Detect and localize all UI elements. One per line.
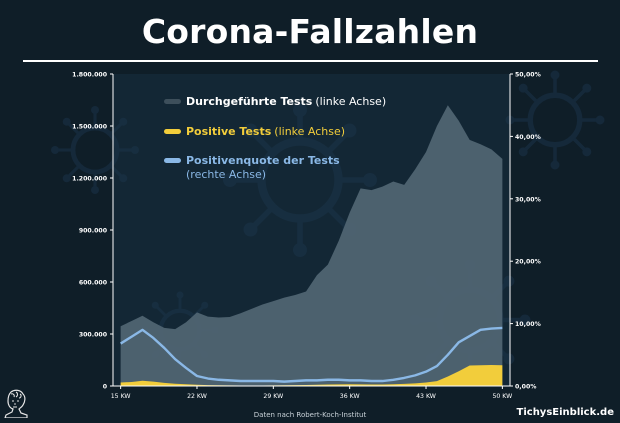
virus-spike-tip — [518, 147, 528, 157]
virus-spike-tip — [151, 301, 159, 309]
chart-marks — [119, 105, 503, 386]
legend-axis-note: (linke Achse) — [274, 125, 345, 138]
virus-spike-tip — [342, 123, 357, 138]
y-right-tick-label: 40,00% — [515, 134, 541, 141]
x-tick-label: 29 KW — [263, 393, 283, 400]
y-left-tick-label: 300.000 — [79, 332, 108, 339]
virus-spike-tip — [582, 83, 592, 93]
bust-logo-icon — [4, 389, 28, 418]
chart-axes: 0 300.000 600.000 900.000 1.200.000 1.500.000… — [72, 72, 541, 401]
legend-axis-note: (rechte Achse) — [186, 168, 266, 181]
virus-spike-tip — [91, 186, 99, 194]
virus-spike-tip — [243, 222, 258, 237]
y-right-tick-label: 30,00% — [515, 196, 541, 203]
y-right-tick-label: 10,00% — [515, 321, 541, 328]
y-right-tick-label: 20,00% — [515, 259, 541, 266]
virus-spike-tip — [550, 160, 560, 170]
virus-spike-tip — [595, 115, 605, 125]
y-left-tick-label: 600.000 — [79, 280, 108, 287]
virus-body — [257, 137, 343, 223]
y-left-tick-label: 1.500.000 — [72, 124, 108, 131]
virus-spike-tip — [201, 301, 209, 309]
legend-item: Positivenquote der Tests(rechte Achse) — [164, 154, 340, 181]
legend-swatch — [164, 99, 181, 104]
virus-spike-tip — [518, 83, 528, 93]
x-tick-label: 22 KW — [187, 393, 207, 400]
virus-decoration — [223, 103, 377, 257]
x-tick-label: 36 KW — [340, 393, 360, 400]
virus-spike-tip — [62, 174, 71, 183]
virus-spike-tip — [519, 314, 531, 326]
legend-series-name: Positivenquote der Tests — [186, 154, 340, 167]
virus-spike-tip — [503, 275, 515, 287]
virus-spike-tip — [582, 147, 592, 157]
virus-spike-tip — [91, 106, 99, 114]
virus-spike-tip — [293, 103, 307, 117]
legend-item: Positive Tests (linke Achse) — [164, 125, 345, 138]
legend-axis-note: (linke Achse) — [315, 95, 386, 108]
virus-decoration — [51, 106, 139, 194]
virus-spike-tip — [131, 146, 139, 154]
legend-label: Positive Tests (linke Achse) — [186, 125, 345, 138]
virus-spike-tip — [119, 117, 128, 126]
virus-spike-tip — [223, 173, 237, 187]
legend-series-name: Positive Tests — [186, 125, 272, 138]
virus-decoration — [505, 70, 605, 170]
legend-series-name: Durchgeführte Tests — [186, 95, 313, 108]
virus-body — [70, 125, 120, 175]
series-area-tests — [120, 105, 503, 386]
virus-spike-tip — [293, 243, 307, 257]
legend-item: Durchgeführte Tests (linke Achse) — [164, 95, 386, 108]
y-right-tick-label: 0,00% — [515, 384, 536, 391]
legend-label: Durchgeführte Tests (linke Achse) — [186, 95, 386, 108]
x-tick-label: 43 KW — [416, 393, 436, 400]
title-divider — [23, 60, 598, 62]
virus-spike-tip — [176, 291, 184, 299]
y-left-tick-label: 900.000 — [79, 228, 108, 235]
background-decoration — [51, 70, 605, 381]
y-left-tick-label: 0 — [103, 384, 108, 391]
virus-spike-tip — [119, 174, 128, 183]
series-area-positive — [120, 365, 503, 386]
x-tick-label: 50 KW — [492, 393, 512, 400]
virus-spike-tip — [62, 117, 71, 126]
virus-spike-tip — [243, 123, 258, 138]
y-right-tick-label: 50,00% — [515, 72, 541, 79]
source-note: Daten nach Robert-Koch-Institut — [253, 411, 367, 419]
virus-body — [527, 92, 583, 148]
y-left-tick-label: 1.200.000 — [72, 176, 108, 183]
chart-legend: Durchgeführte Tests (linke Achse)Positive… — [164, 95, 386, 181]
y-left-tick-label: 1.800.000 — [72, 72, 108, 79]
virus-spike-tip — [550, 70, 560, 80]
x-tick-label: 15 KW — [111, 393, 131, 400]
legend-swatch — [164, 158, 181, 163]
series-line-quote — [119, 326, 503, 383]
virus-spike-tip — [51, 146, 59, 154]
virus-spike-tip — [503, 353, 515, 365]
legend-swatch — [164, 129, 181, 134]
virus-spike-tip — [363, 173, 377, 187]
legend-label: Positivenquote der Tests — [186, 154, 340, 167]
brand-label: TichysEinblick.de — [516, 407, 614, 418]
page-title: Corona-Fallzahlen — [141, 12, 479, 51]
